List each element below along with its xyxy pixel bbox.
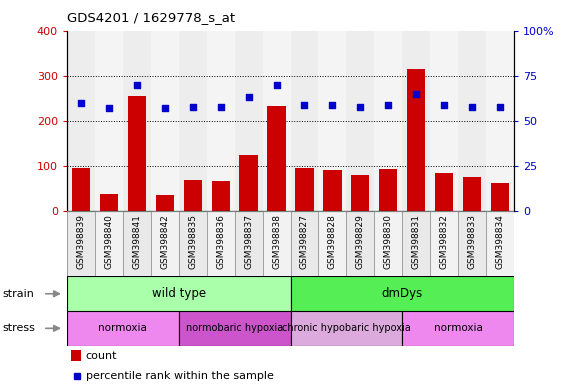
Text: normobaric hypoxia: normobaric hypoxia: [186, 323, 283, 333]
Bar: [318, 31, 346, 211]
Bar: [123, 31, 150, 211]
Bar: [374, 31, 403, 211]
Text: GSM398842: GSM398842: [160, 214, 169, 268]
Bar: [295, 168, 314, 211]
Point: [272, 82, 281, 88]
Bar: [67, 276, 290, 311]
Text: GSM398835: GSM398835: [188, 214, 197, 269]
Point: [383, 102, 393, 108]
Bar: [179, 311, 290, 346]
Text: GSM398833: GSM398833: [468, 214, 477, 269]
Point: [160, 105, 169, 111]
Point: [76, 100, 85, 106]
Bar: [486, 211, 514, 276]
Bar: [407, 69, 425, 211]
Text: normoxia: normoxia: [434, 323, 483, 333]
Text: GSM398827: GSM398827: [300, 214, 309, 269]
Text: GSM398838: GSM398838: [272, 214, 281, 269]
Bar: [95, 31, 123, 211]
Bar: [207, 211, 235, 276]
Point: [104, 105, 113, 111]
Text: wild type: wild type: [152, 287, 206, 300]
Bar: [235, 31, 263, 211]
Bar: [156, 195, 174, 211]
Bar: [290, 31, 318, 211]
Text: GSM398830: GSM398830: [384, 214, 393, 269]
Point: [216, 103, 225, 109]
Bar: [150, 211, 179, 276]
Bar: [71, 350, 81, 361]
Bar: [290, 276, 514, 311]
Bar: [290, 311, 403, 346]
Bar: [184, 180, 202, 211]
Bar: [290, 211, 318, 276]
Bar: [431, 31, 458, 211]
Point: [496, 103, 505, 109]
Bar: [463, 177, 481, 211]
Text: count: count: [85, 351, 117, 361]
Bar: [374, 211, 403, 276]
Point: [440, 102, 449, 108]
Text: GSM398829: GSM398829: [356, 214, 365, 269]
Bar: [403, 211, 431, 276]
Bar: [67, 31, 95, 211]
Text: chronic hypobaric hypoxia: chronic hypobaric hypoxia: [282, 323, 411, 333]
Text: dmDys: dmDys: [382, 287, 423, 300]
Bar: [267, 106, 286, 211]
Bar: [128, 96, 146, 211]
Bar: [263, 31, 290, 211]
Bar: [211, 180, 229, 211]
Bar: [95, 211, 123, 276]
Text: GSM398839: GSM398839: [76, 214, 85, 269]
Bar: [71, 168, 90, 211]
Point: [244, 94, 253, 101]
Bar: [100, 194, 118, 211]
Text: stress: stress: [3, 323, 36, 333]
Bar: [318, 211, 346, 276]
Bar: [346, 211, 374, 276]
Point: [356, 103, 365, 109]
Point: [188, 103, 198, 109]
Text: GSM398836: GSM398836: [216, 214, 225, 269]
Bar: [491, 183, 510, 211]
Bar: [67, 211, 95, 276]
Text: percentile rank within the sample: percentile rank within the sample: [85, 371, 274, 381]
Bar: [263, 211, 290, 276]
Text: GSM398828: GSM398828: [328, 214, 337, 269]
Bar: [403, 311, 514, 346]
Text: GSM398831: GSM398831: [412, 214, 421, 269]
Bar: [435, 173, 453, 211]
Text: normoxia: normoxia: [98, 323, 147, 333]
Bar: [235, 211, 263, 276]
Bar: [179, 31, 207, 211]
Bar: [346, 31, 374, 211]
Bar: [207, 31, 235, 211]
Point: [132, 82, 141, 88]
Bar: [403, 31, 431, 211]
Text: GDS4201 / 1629778_s_at: GDS4201 / 1629778_s_at: [67, 12, 235, 25]
Text: GSM398832: GSM398832: [440, 214, 449, 269]
Text: GSM398837: GSM398837: [244, 214, 253, 269]
Bar: [431, 211, 458, 276]
Text: GSM398841: GSM398841: [132, 214, 141, 269]
Bar: [150, 31, 179, 211]
Bar: [179, 211, 207, 276]
Bar: [458, 31, 486, 211]
Bar: [379, 169, 397, 211]
Bar: [458, 211, 486, 276]
Point: [300, 102, 309, 108]
Point: [468, 103, 477, 109]
Bar: [123, 211, 150, 276]
Bar: [67, 311, 179, 346]
Text: GSM398834: GSM398834: [496, 214, 505, 269]
Text: strain: strain: [3, 289, 35, 299]
Bar: [486, 31, 514, 211]
Bar: [239, 155, 257, 211]
Text: GSM398840: GSM398840: [104, 214, 113, 269]
Bar: [352, 175, 370, 211]
Bar: [324, 170, 342, 211]
Point: [412, 91, 421, 97]
Point: [328, 102, 337, 108]
